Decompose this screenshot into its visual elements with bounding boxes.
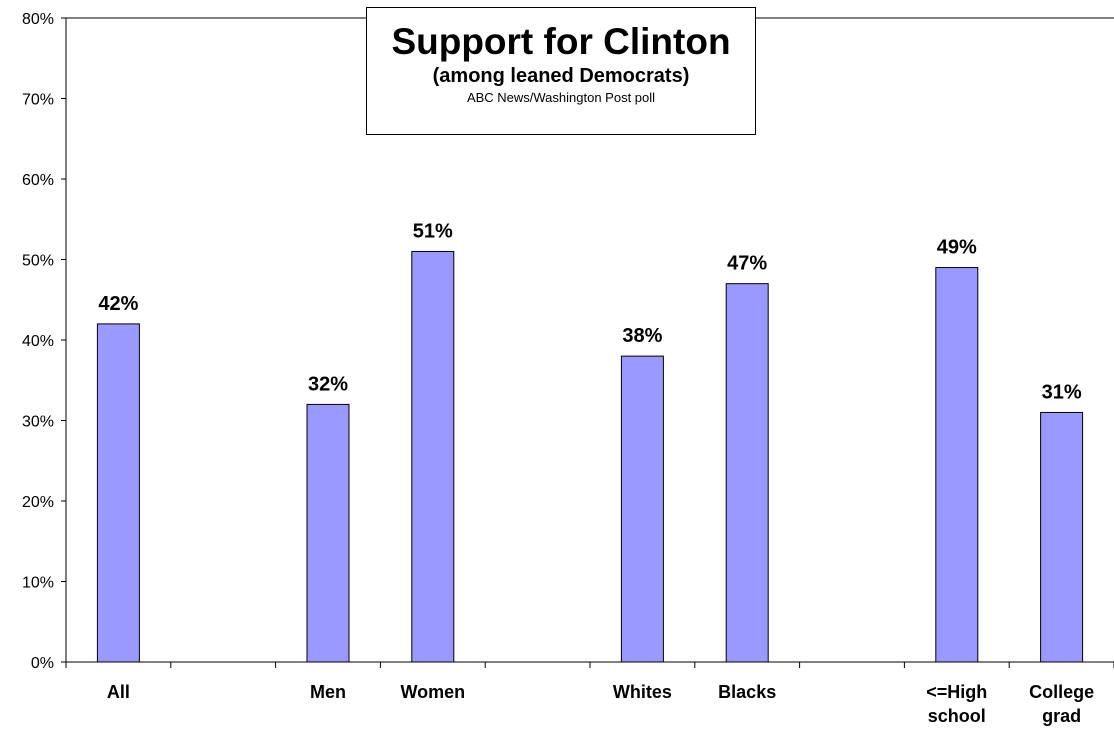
bar xyxy=(96,323,140,663)
y-tick-label: 0% xyxy=(31,655,54,672)
y-tick-label: 20% xyxy=(22,494,54,511)
y-tick-label: 60% xyxy=(22,172,54,189)
bar xyxy=(411,250,455,663)
data-label: 51% xyxy=(413,220,453,242)
bar xyxy=(1040,411,1084,663)
y-tick-label: 30% xyxy=(22,414,54,431)
y-tick-label: 40% xyxy=(22,333,54,350)
data-label: 49% xyxy=(937,237,977,259)
chart-labels: 42% All 32% Men 51% Women 38% Whites 47% Blacks 49… xyxy=(98,220,1094,726)
y-tick-label: 10% xyxy=(22,575,54,592)
chart-source: ABC News/Washington Post poll xyxy=(466,90,656,105)
data-label: 31% xyxy=(1042,381,1082,403)
x-category-label: Whites xyxy=(613,682,672,702)
chart-bars xyxy=(96,250,1084,663)
x-category-label: <=High xyxy=(926,682,987,702)
x-category-label: All xyxy=(107,682,130,702)
data-label: 42% xyxy=(98,293,138,315)
chart-axes: 0% 10% 20% 30% 40% 50% 60% 70% 80% xyxy=(22,11,1114,672)
x-category-label: Women xyxy=(400,682,465,702)
data-label: 47% xyxy=(727,253,767,275)
x-category-label: school xyxy=(928,706,986,726)
bar xyxy=(725,283,769,663)
bar xyxy=(306,403,350,663)
y-tick-label: 70% xyxy=(22,92,54,109)
chart-title: Support for Clinton xyxy=(391,21,731,62)
x-category-label: grad xyxy=(1042,706,1081,726)
data-label: 38% xyxy=(622,325,662,347)
chart-title-box: Support for Clinton (among leaned Democr… xyxy=(366,7,756,135)
bar xyxy=(620,355,664,663)
data-label: 32% xyxy=(308,373,348,395)
x-category-label: College xyxy=(1029,682,1094,702)
chart-subtitle: (among leaned Democrats) xyxy=(432,65,690,87)
y-tick-label: 50% xyxy=(22,253,54,270)
bar xyxy=(935,267,979,663)
y-tick-label: 80% xyxy=(22,11,54,28)
x-category-label: Blacks xyxy=(718,682,776,702)
x-category-label: Men xyxy=(310,682,346,702)
